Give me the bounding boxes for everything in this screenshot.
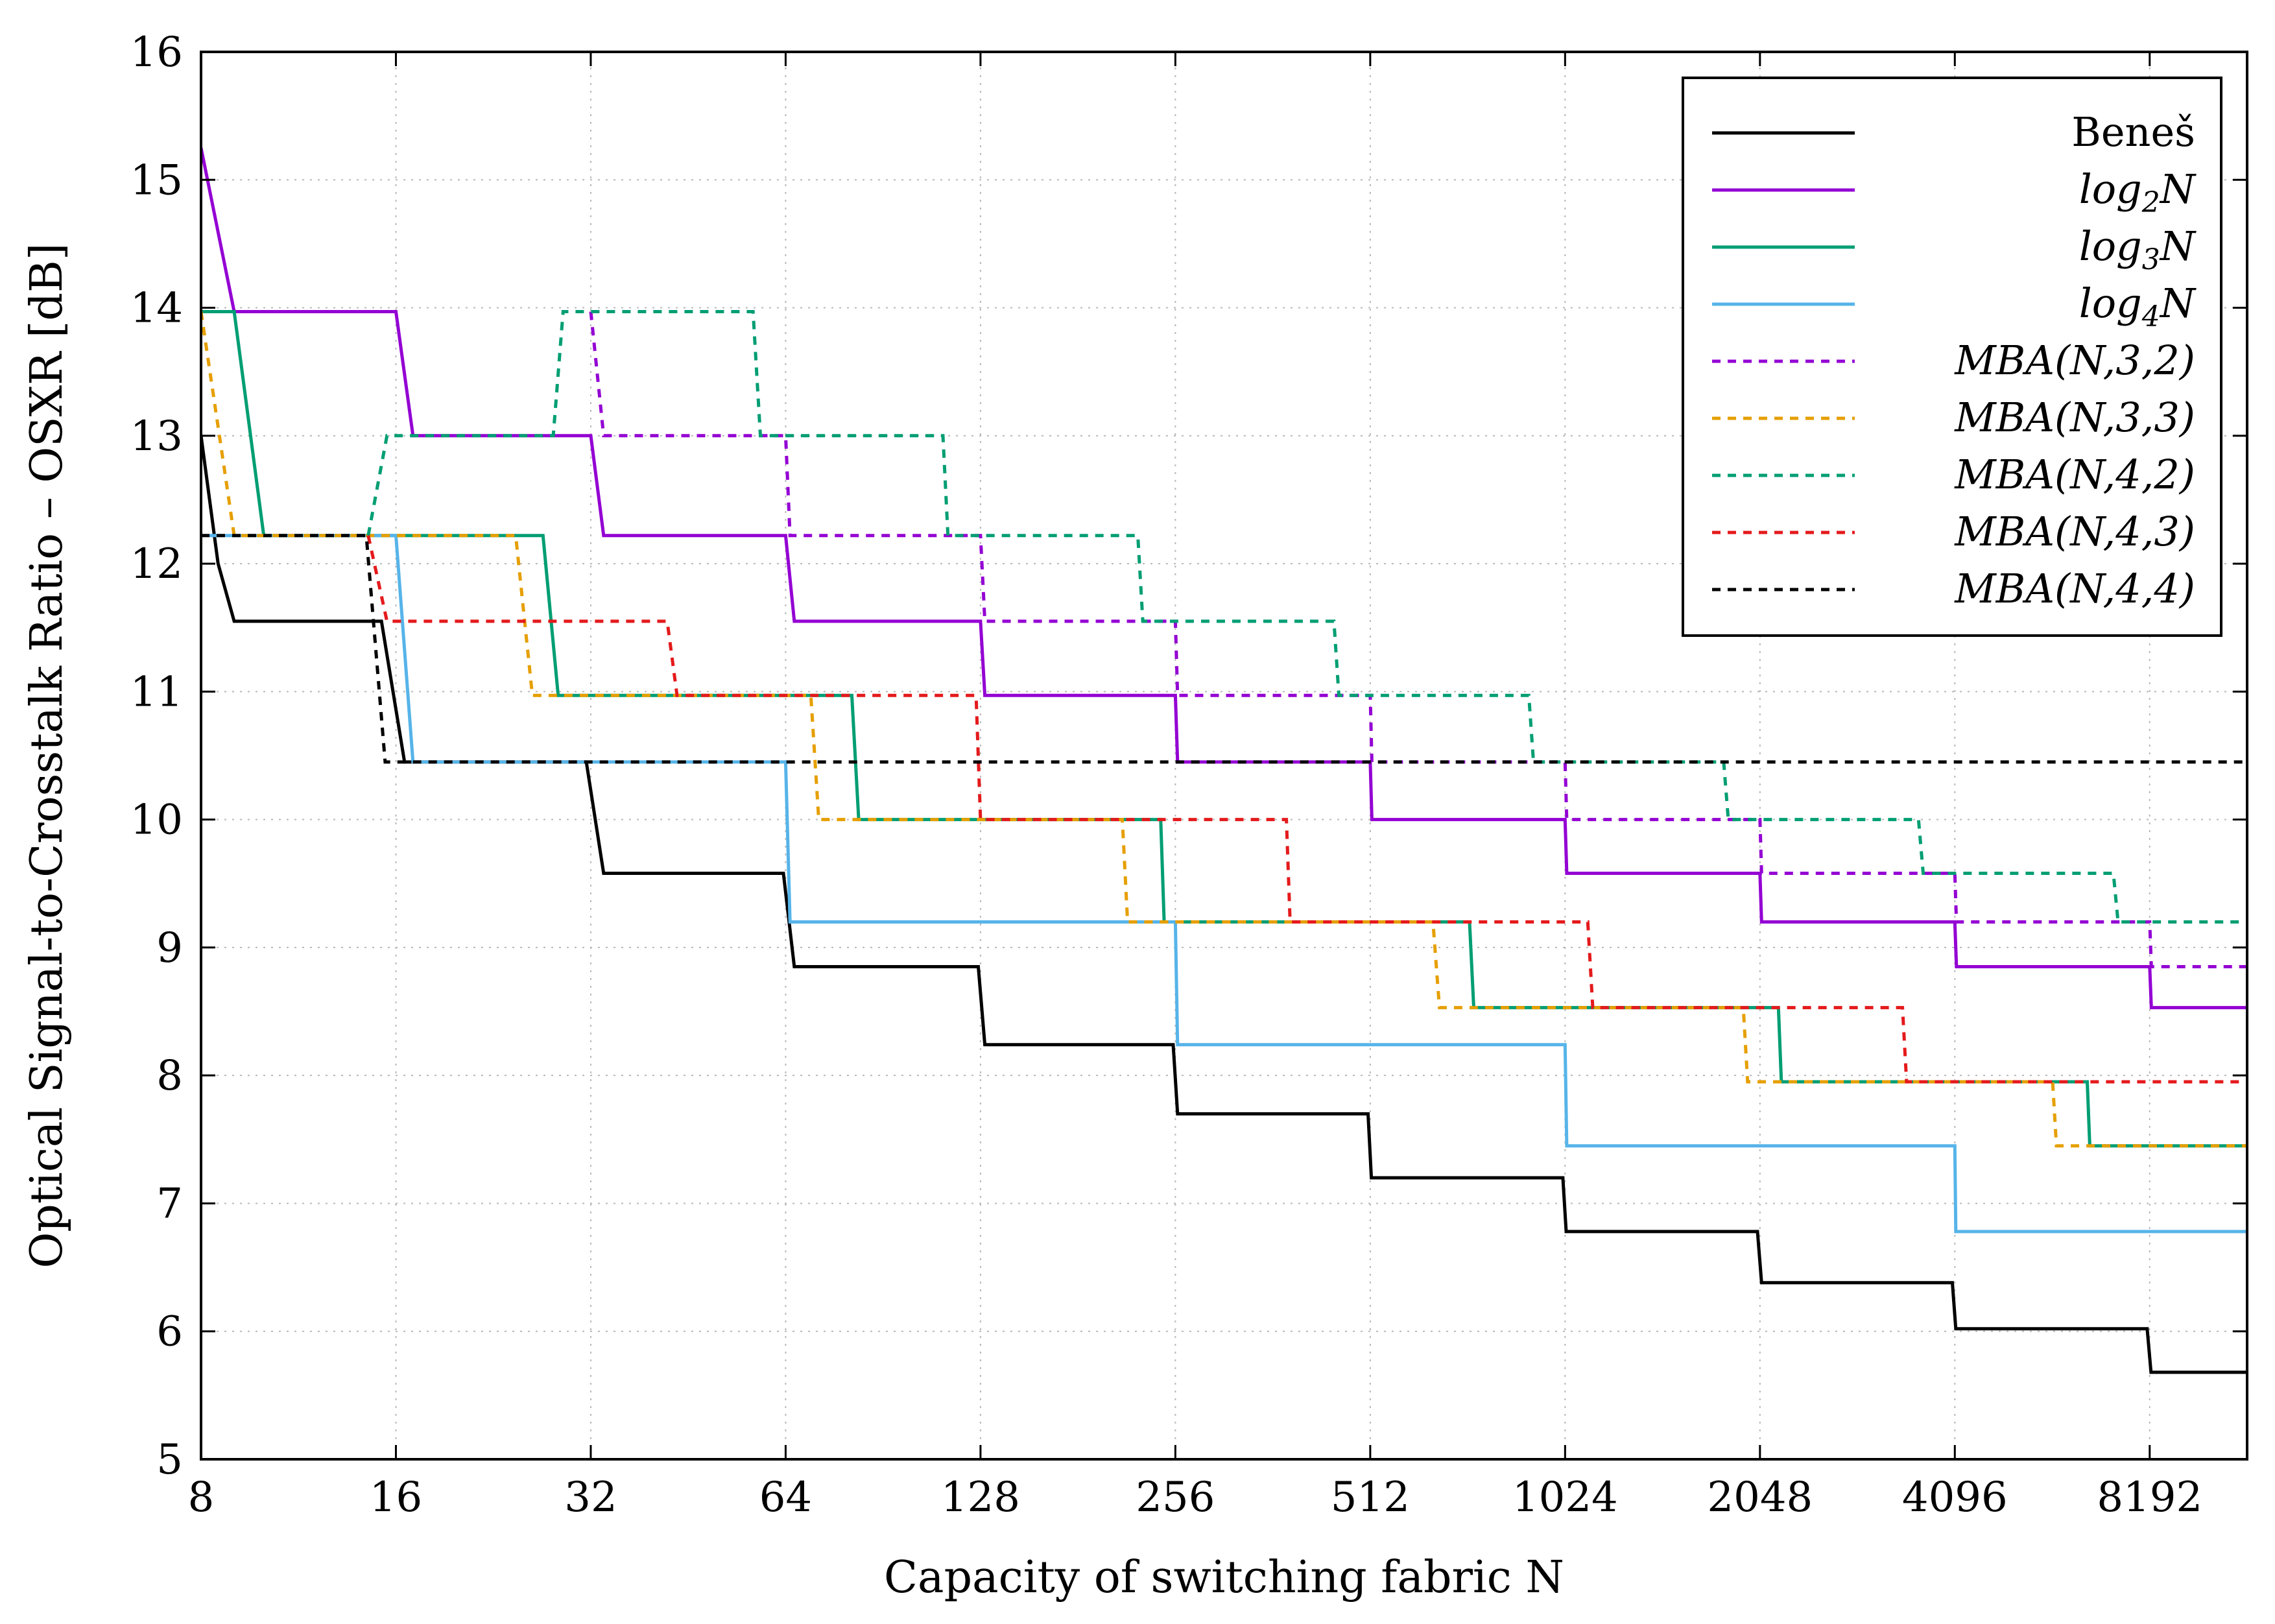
legend-label-log2: log2N [2079, 165, 2197, 219]
series-line-mba444 [201, 534, 2247, 764]
x-tick-label: 32 [564, 1474, 617, 1522]
legend-label-log3: log3N [2079, 222, 2197, 276]
y-tick-label: 6 [156, 1308, 183, 1356]
legend-label-log4: log4N [2079, 280, 2197, 333]
legend-label-mba442: MBA(N,4,2) [1954, 451, 2195, 498]
plot-frame [200, 51, 2248, 1461]
y-tick-label: 12 [130, 540, 183, 588]
legend-label-mba444: MBA(N,4,4) [1954, 565, 2195, 612]
x-tick-label: 4096 [1902, 1474, 2008, 1522]
series-line-mba443 [366, 535, 2247, 1084]
x-tick-label: 256 [1136, 1474, 1215, 1522]
y-tick-label: 13 [130, 412, 183, 460]
y-tick-label: 10 [130, 796, 183, 844]
y-tick-label: 9 [156, 924, 183, 972]
legend-label-benes: Beneš [2071, 108, 2195, 156]
legend-label-mba432: MBA(N,3,2) [1954, 337, 2195, 384]
x-tick-label: 1024 [1512, 1474, 1618, 1522]
legend-label-mba333: MBA(N,3,3) [1954, 394, 2195, 441]
series-line-mba442 [366, 310, 2247, 924]
legend-label-mba443: MBA(N,4,3) [1954, 508, 2195, 555]
y-axis-title: Optical Signal-to-Crosstalk Ratio – OSXR… [21, 243, 73, 1269]
y-tick-label: 7 [156, 1180, 183, 1228]
data-series [201, 147, 2247, 1374]
x-tick-label: 2048 [1707, 1474, 1813, 1522]
y-tick-label: 16 [130, 29, 183, 77]
x-tick-label: 512 [1331, 1474, 1410, 1522]
axis-ticks: 8 16 32 64 128 256 512 1024 2048 4096 8192 5 6 7 8 9 10 1… [130, 29, 2247, 1522]
series-line-benes [201, 435, 2247, 1374]
legend-box [1682, 77, 2222, 637]
y-tick-label: 14 [130, 285, 183, 333]
y-tick-label: 8 [156, 1052, 183, 1100]
y-tick-label: 5 [156, 1436, 183, 1484]
y-tick-label: 11 [130, 668, 183, 716]
series-line-mba432 [589, 311, 2247, 968]
series-line-log4 [201, 534, 2247, 1234]
y-tick-label: 15 [130, 156, 183, 204]
x-axis-title: Capacity of switching fabric N [884, 1552, 1564, 1603]
x-tick-label: 8192 [2097, 1474, 2202, 1522]
x-tick-label: 64 [759, 1474, 812, 1522]
x-tick-label: 8 [188, 1474, 215, 1522]
x-tick-label: 16 [370, 1474, 422, 1522]
x-tick-label: 128 [941, 1474, 1020, 1522]
